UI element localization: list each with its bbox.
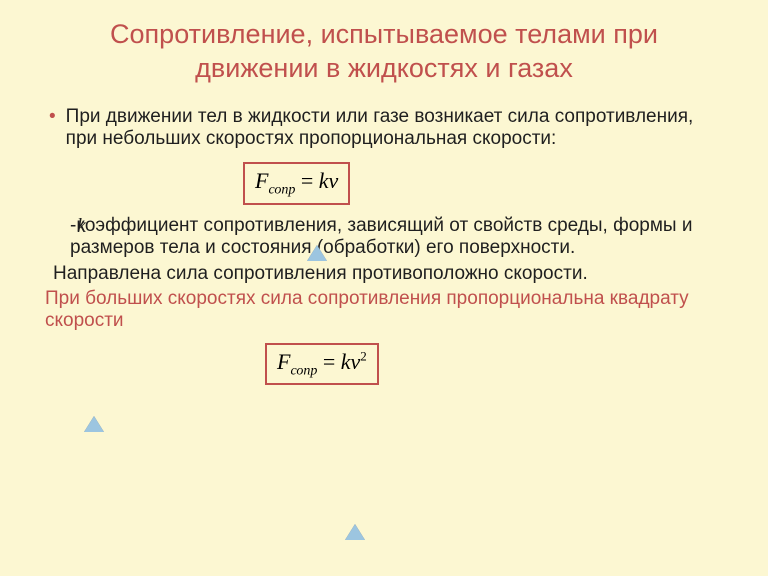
formula-2: Fсопр = kv2 <box>277 349 367 374</box>
triangle-icon <box>307 245 327 261</box>
bullet-text: При движении тел в жидкости или газе воз… <box>66 106 723 151</box>
formula-2-row: Fсопр = kv2 <box>265 337 723 392</box>
triangle-icon <box>345 524 365 540</box>
formula-1-box: Fсопр = kv <box>243 162 350 204</box>
k-symbol: k <box>77 215 86 239</box>
formula-1-row: Fсопр = kv <box>243 156 723 210</box>
coefficient-text-row: k -коэффициент сопротивления, зависящий … <box>45 215 723 260</box>
slide-title: Сопротивление, испытываемое телами при д… <box>45 18 723 86</box>
bullet-item: • При движении тел в жидкости или газе в… <box>45 106 723 151</box>
formula-2-box: Fсопр = kv2 <box>265 343 379 386</box>
coefficient-text: коэффициент сопротивления, зависящий от … <box>70 215 692 258</box>
triangle-icon <box>84 416 104 432</box>
formula-1: Fсопр = kv <box>255 168 338 193</box>
bullet-marker: • <box>49 106 56 151</box>
highspeed-text: При больших скоростях сила сопротивления… <box>45 288 723 333</box>
direction-text: Направлена сила сопротивления противопол… <box>45 263 723 285</box>
